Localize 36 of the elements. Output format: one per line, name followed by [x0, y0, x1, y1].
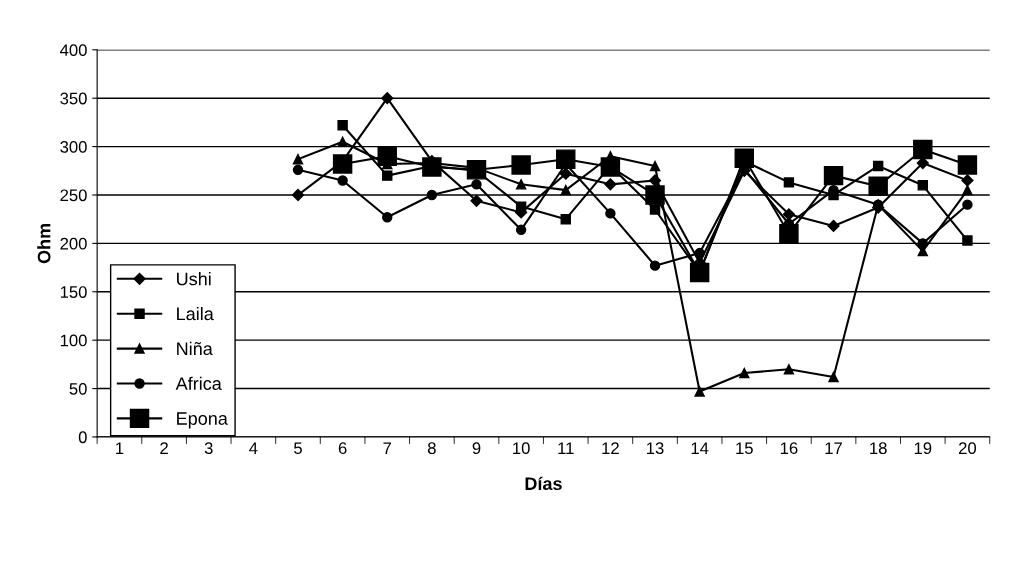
x-tick-label: 7	[383, 442, 392, 454]
x-tick-label: 8	[427, 442, 436, 455]
y-tick-label: 150	[60, 286, 87, 298]
x-tick-label: 11	[558, 442, 574, 454]
x-tick-label: 13	[647, 442, 664, 455]
y-tick-label: 200	[60, 237, 87, 250]
x-tick-label: 6	[338, 442, 347, 455]
x-tick-label: 12	[602, 442, 619, 454]
y-tick-label: 400	[60, 44, 87, 57]
x-tick-label: 10	[513, 442, 530, 455]
y-tick-label: 300	[60, 141, 87, 153]
x-tick-label: 16	[780, 442, 798, 455]
x-tick-label: 9	[472, 442, 481, 455]
x-tick-label: 1	[116, 442, 124, 454]
x-tick-label: 17	[825, 442, 842, 454]
legend-label: Laila	[177, 306, 214, 321]
legend-label: Niña	[177, 341, 213, 356]
x-tick-label: 14	[691, 442, 709, 454]
y-tick-label: 250	[60, 189, 87, 202]
y-tick-label: 50	[69, 382, 87, 395]
legend-label: Epona	[177, 412, 228, 429]
legend-label: Africa	[175, 376, 222, 390]
y-tick-label: 100	[60, 334, 87, 347]
legend-label: Ushi	[177, 272, 211, 286]
x-tick-label: 5	[294, 442, 302, 455]
y-tick-label: 0	[78, 431, 87, 444]
y-axis-title: Ohm	[37, 223, 51, 264]
x-tick-label: 4	[249, 442, 258, 454]
x-tick-label: 20	[958, 442, 977, 455]
x-tick-label: 2	[160, 442, 168, 454]
x-tick-label: 3	[204, 442, 213, 455]
x-axis-title: Días	[525, 476, 562, 491]
y-tick-label: 350	[60, 92, 87, 105]
x-tick-label: 18	[870, 442, 887, 455]
x-tick-label: 19	[914, 442, 932, 455]
x-tick-label: 15	[736, 442, 753, 455]
